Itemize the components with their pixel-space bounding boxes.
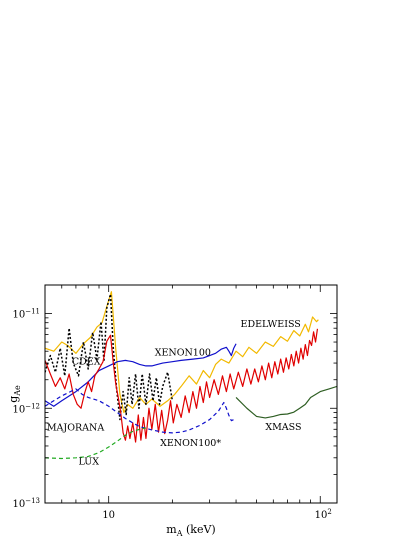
- annotation-xenon100-star: XENON100*: [160, 438, 221, 449]
- series-lux-line: [45, 427, 147, 460]
- series-xenon100-line: [45, 343, 237, 407]
- annotation-edelweiss: EDELWEISS: [241, 319, 301, 330]
- annotation-xenon100: XENON100: [155, 348, 211, 359]
- x-tick-label: 102: [315, 508, 332, 521]
- series-xmass-line: [235, 385, 337, 419]
- ticks-layer: [44, 284, 337, 504]
- series-edelweiss-line: [45, 291, 319, 414]
- annotation-xmass: XMASS: [265, 422, 301, 433]
- curves-layer: [45, 291, 337, 460]
- series-xenon100-star-line: [45, 388, 237, 434]
- x-axis-label: mA (keV): [166, 523, 215, 537]
- y-axis-label: gAe: [7, 385, 22, 403]
- annotation-lux: LUX: [79, 456, 100, 467]
- plot-frame: [44, 284, 338, 504]
- annot-layer: EDELWEISS CDEX XENON100 MAJORANA XENON100* LU…: [47, 319, 302, 467]
- annotation-cdex: CDEX: [72, 356, 101, 367]
- annotation-majorana: MAJORANA: [47, 423, 105, 434]
- series-majorana-line: [45, 328, 319, 443]
- series-cdex-line: [45, 293, 174, 421]
- x-tick-label: 10: [102, 510, 115, 521]
- y-tick-label: 10−13: [12, 497, 40, 510]
- labels-layer: 10 102 10−13 10−12 10−11: [12, 308, 331, 521]
- y-tick-label: 10−11: [12, 308, 40, 321]
- y-tick-label: 10−12: [12, 402, 40, 415]
